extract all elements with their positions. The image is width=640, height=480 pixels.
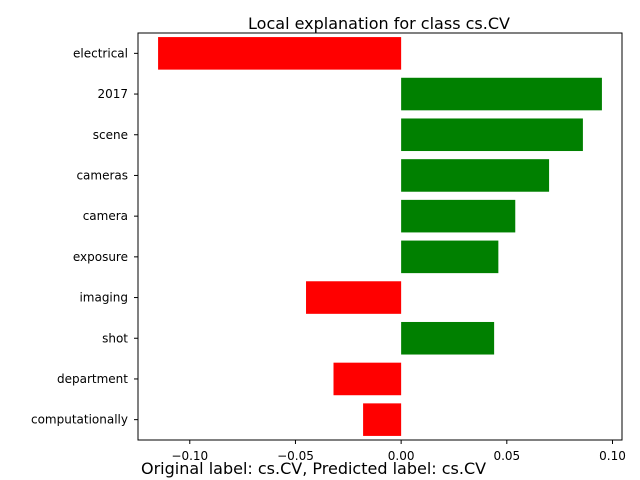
y-tick-label: 2017 xyxy=(97,87,128,101)
bar-electrical xyxy=(158,37,402,70)
bar-cameras xyxy=(401,159,550,192)
bar-imaging xyxy=(306,281,402,314)
y-tick-label: camera xyxy=(83,209,128,223)
bars-group xyxy=(158,37,602,436)
y-tick-label: scene xyxy=(93,128,128,142)
bar-department xyxy=(333,362,402,396)
x-tick-label: −0.05 xyxy=(277,449,314,463)
x-tick-label: 0.00 xyxy=(388,449,415,463)
bar-2017 xyxy=(401,77,602,111)
y-tick-label: cameras xyxy=(76,168,128,182)
y-axis-ticks: electrical 2017 scene cameras camera exposure… xyxy=(31,46,138,427)
prediction-caption: Original label: cs.CV, Predicted label: … xyxy=(141,459,487,478)
bar-shot xyxy=(401,321,495,355)
x-tick-label: 0.10 xyxy=(599,449,626,463)
y-tick-label: shot xyxy=(102,331,128,345)
y-tick-label: department xyxy=(57,372,128,386)
x-axis-ticks: −0.10 −0.05 0.00 0.05 0.10 xyxy=(171,440,626,463)
bar-camera xyxy=(401,199,516,233)
y-tick-label: computationally xyxy=(31,413,128,427)
y-tick-label: exposure xyxy=(73,250,128,264)
chart-title: Local explanation for class cs.CV xyxy=(248,14,510,33)
bar-computationally xyxy=(363,403,402,436)
bar-scene xyxy=(401,118,583,152)
x-tick-label: −0.10 xyxy=(171,449,208,463)
y-tick-label: imaging xyxy=(79,291,128,305)
plot-frame xyxy=(137,32,623,441)
x-tick-label: 0.05 xyxy=(493,449,520,463)
y-tick-label: electrical xyxy=(73,46,128,60)
bar-exposure xyxy=(401,240,499,274)
